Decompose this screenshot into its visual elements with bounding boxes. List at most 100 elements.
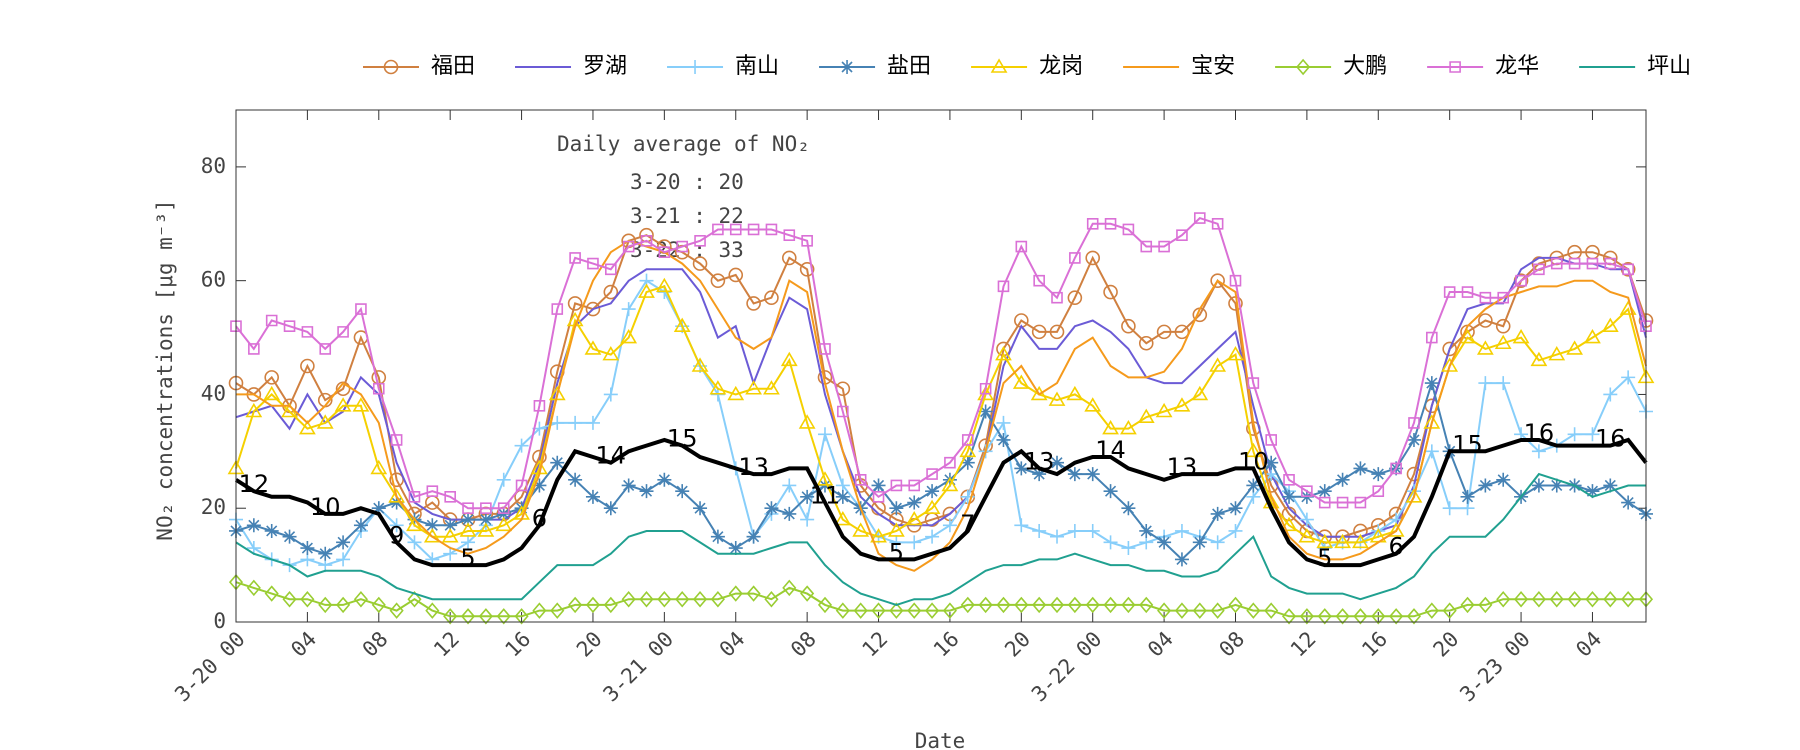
marker [819,343,831,355]
marker [852,522,870,537]
marker [1442,602,1457,619]
marker [1550,257,1563,270]
marker [728,541,743,556]
marker [1209,357,1227,372]
marker [1174,324,1190,340]
marker [548,385,566,401]
x-tick-label: 3-20 00 [170,627,250,707]
marker [265,314,278,327]
marker [1050,529,1065,544]
marker [1568,257,1581,270]
marker [1334,533,1351,549]
marker [1137,408,1155,424]
x-tick-label: 16 [500,627,535,662]
marker [352,397,370,412]
marker [1122,223,1135,236]
marker [1478,596,1493,614]
marker [1191,385,1209,401]
marker [905,511,923,526]
marker [245,402,263,418]
legend-item: 罗湖 [515,54,627,79]
marker [871,500,886,516]
marker [1066,385,1084,401]
marker [1531,478,1546,493]
marker [568,596,583,614]
marker [657,591,672,608]
marker [1085,523,1100,538]
marker [316,414,334,429]
marker [729,223,742,236]
x-tick-label: 20 [1429,627,1464,662]
marker [1352,533,1369,549]
marker [1460,489,1475,504]
marker [371,501,386,516]
marker [1210,602,1225,619]
marker [426,485,439,497]
marker [959,442,977,458]
marker [1549,591,1564,608]
marker [1533,263,1545,276]
marker [585,489,600,504]
marker [800,585,815,602]
marker [246,579,261,597]
x-axis-label: Date [915,729,966,750]
marker [248,343,260,355]
marker [1531,591,1546,608]
marker [728,585,743,602]
marker [1211,217,1224,230]
average-label: 13 [1024,447,1055,475]
marker [710,591,725,608]
marker [907,602,922,619]
x-tick-label: 08 [786,627,821,662]
marker [370,459,388,475]
marker [1496,376,1511,391]
marker [603,284,619,300]
marker [692,256,708,271]
x-tick-label: 16 [929,627,964,662]
marker [835,602,850,619]
series-line [235,581,1646,618]
marker [676,240,689,253]
marker [1387,522,1405,537]
marker [925,602,940,619]
marker [764,501,779,516]
marker [801,235,813,247]
marker [1103,284,1118,300]
marker [907,535,922,550]
marker [353,591,368,608]
y-tick-label: 40 [201,381,226,405]
marker [925,484,940,499]
marker [621,591,636,608]
marker [1030,385,1048,401]
y-tick-label: 80 [201,154,226,178]
marker [870,528,887,543]
marker [1067,467,1082,482]
marker [1032,523,1047,538]
legend-label: 龙华 [1495,54,1539,79]
marker [353,518,368,533]
legend-item: 盐田 [819,54,931,79]
marker [889,535,904,550]
marker [926,468,938,480]
marker [1621,591,1636,608]
marker [1032,596,1047,614]
marker [1479,291,1492,304]
marker [1012,374,1030,389]
average-label: 16 [1524,419,1555,447]
marker [1585,591,1600,608]
x-tick-label: 3-21 00 [599,627,679,707]
marker [675,591,690,608]
marker [1478,478,1493,493]
marker [1621,495,1636,510]
legend-marker [1449,61,1461,73]
marker [763,380,780,395]
marker [1174,523,1189,538]
marker [1085,250,1101,266]
marker [443,608,458,625]
legend-label: 盐田 [887,54,931,79]
marker [639,591,654,608]
marker [1158,240,1170,253]
marker [461,535,476,550]
marker [477,522,495,537]
